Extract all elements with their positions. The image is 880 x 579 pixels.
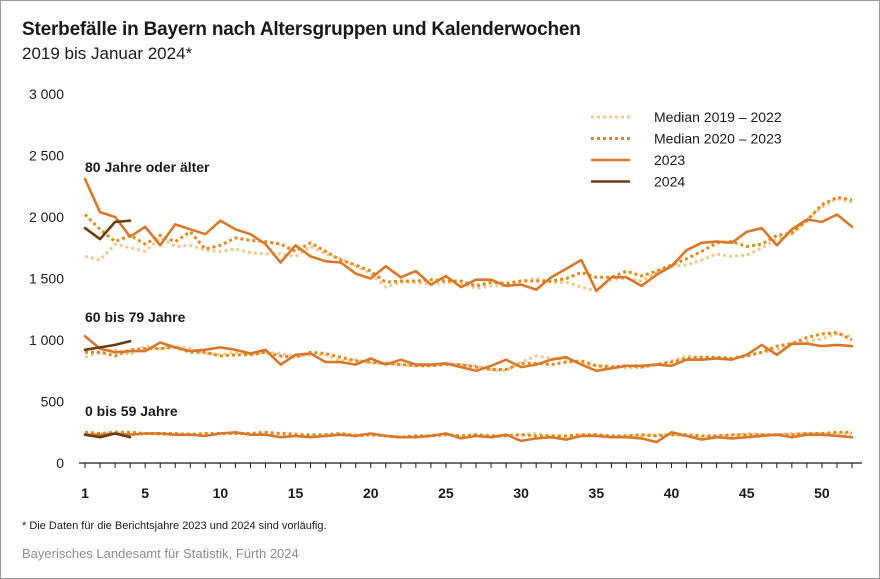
- age-group-label: 0 bis 59 Jahre: [85, 403, 178, 419]
- y-tick-label: 1 000: [29, 332, 64, 348]
- x-tick-label: 1: [81, 485, 89, 501]
- series-line-y2024-group-1: [83, 219, 132, 241]
- age-group-label: 60 bis 79 Jahre: [85, 309, 186, 325]
- series-line-median_2020_2023-group-1: [83, 195, 853, 288]
- legend: Median 2019 – 2022 Median 2020 – 2023 2023…: [591, 109, 782, 190]
- series-line-y2023-group-3: [83, 430, 854, 444]
- legend-label: 2024: [654, 174, 685, 190]
- y-tick-label: 2 500: [29, 148, 64, 164]
- series-lines: [83, 177, 854, 444]
- x-axis: 1 5 10 15 20 25 30 35 40 45 50: [79, 462, 862, 501]
- age-group-labels: 80 Jahre oder älter 60 bis 79 Jahre 0 bis …: [85, 159, 210, 419]
- x-tick-label: 25: [438, 485, 454, 501]
- x-tick-label: 30: [513, 485, 529, 501]
- y-tick-label: 500: [41, 394, 65, 410]
- y-tick-label: 2 000: [29, 209, 64, 225]
- x-tick-label: 45: [739, 485, 755, 501]
- age-group-label: 80 Jahre oder älter: [85, 159, 210, 175]
- series-line-median_2019_2022-group-1: [84, 197, 853, 293]
- y-tick-label: 3 000: [29, 86, 64, 102]
- y-tick-label: 0: [56, 455, 64, 471]
- y-tick-label: 1 500: [29, 271, 64, 287]
- x-tick-label: 50: [814, 485, 830, 501]
- y-axis: 0 500 1 000 1 500 2 000 2 500 3 000: [29, 86, 64, 471]
- series-line-y2024-group-2: [83, 339, 132, 352]
- x-tick-label: 5: [141, 485, 149, 501]
- footnote: * Die Daten für die Berichtsjahre 2023 u…: [22, 520, 327, 532]
- series-line-y2023-group-1: [83, 177, 854, 293]
- series-line-median_2019_2022-group-2: [84, 332, 853, 373]
- legend-label: Median 2020 – 2023: [654, 131, 782, 147]
- legend-label: Median 2019 – 2022: [654, 109, 782, 125]
- chart-subtitle: 2019 bis Januar 2024*: [22, 44, 193, 63]
- x-tick-label: 20: [363, 485, 379, 501]
- series-line-y2023-group-2: [83, 334, 854, 373]
- chart-title: Sterbefälle in Bayern nach Altersgruppen…: [22, 19, 581, 40]
- legend-label: 2023: [654, 152, 685, 168]
- x-tick-label: 10: [213, 485, 229, 501]
- x-tick-label: 15: [288, 485, 304, 501]
- x-tick-label: 35: [589, 485, 605, 501]
- series-line-y2024-group-3: [83, 432, 132, 439]
- x-tick-label: 40: [664, 485, 680, 501]
- source-note: Bayerisches Landesamt für Statistik, Für…: [22, 546, 299, 561]
